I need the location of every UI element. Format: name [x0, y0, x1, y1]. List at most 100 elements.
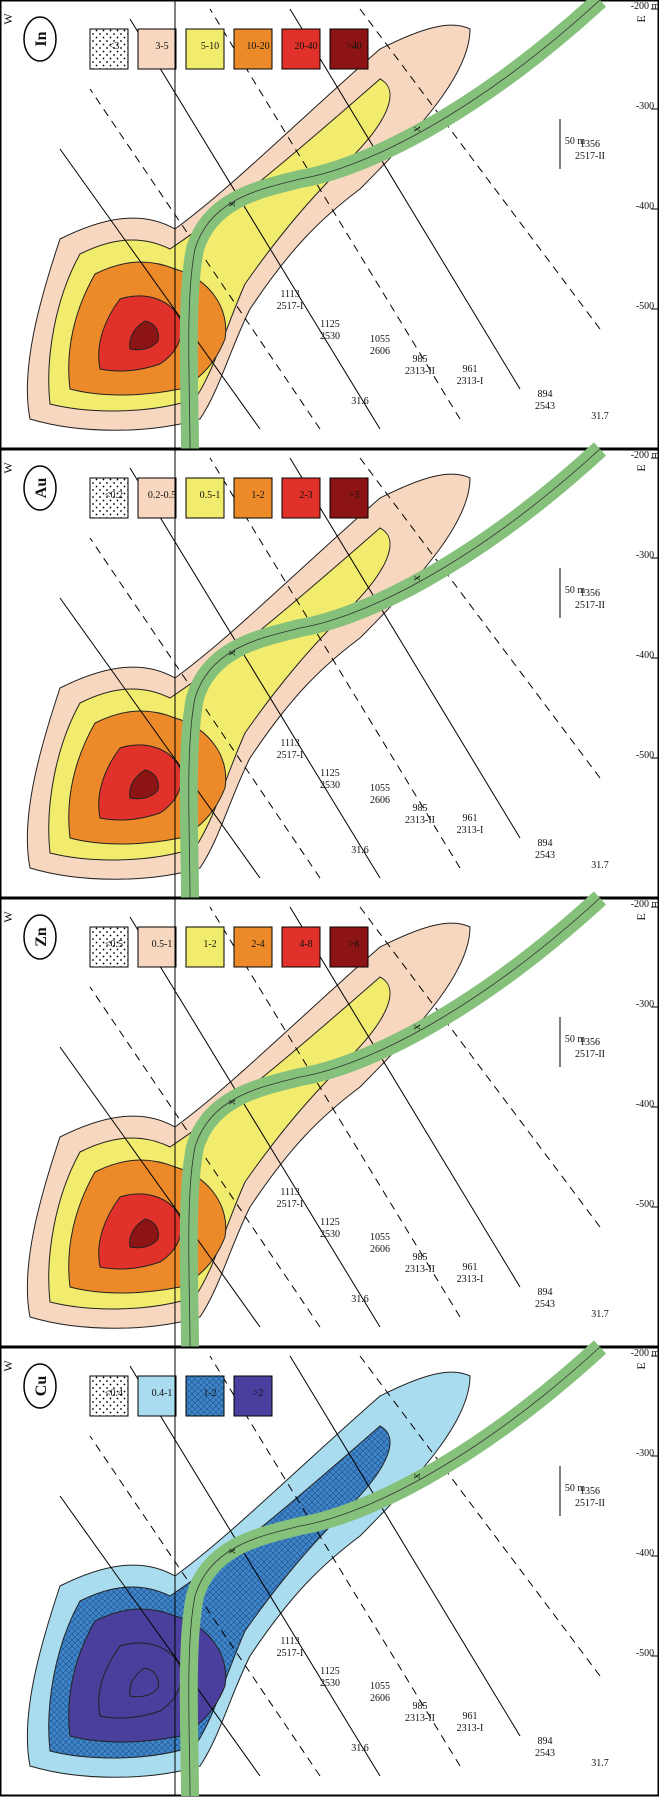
drill-hole-name: 2313-II	[405, 815, 435, 826]
depth-label: -500	[636, 301, 654, 312]
legend-label: 10-20	[246, 41, 269, 52]
drill-hole-name: 2543	[535, 1299, 555, 1310]
drill-hole-line	[289, 457, 521, 839]
dyke-edge	[188, 0, 601, 450]
drill-hole-name: 2517-II	[575, 1498, 605, 1509]
drill-hole-depth: 985	[413, 1701, 428, 1712]
drill-hole-depth: 1113	[280, 1187, 299, 1198]
legend-label: >3	[349, 490, 360, 501]
drill-hole-depth: 894	[538, 1736, 553, 1747]
depth-label: -300	[636, 1448, 654, 1459]
ore-body-peak	[129, 320, 159, 351]
legend-label: 2-3	[299, 490, 312, 501]
depth-label: -400	[636, 650, 654, 661]
drill-hole-line	[59, 148, 261, 430]
legend-label: 0.5-1	[200, 490, 221, 501]
drill-hole-line	[289, 906, 521, 1288]
west-label: W	[1, 462, 15, 474]
drill-hole-depth: 961	[463, 1262, 478, 1273]
dyke-edge	[188, 448, 601, 899]
west-label: W	[1, 1360, 15, 1372]
element-badge	[23, 1363, 57, 1409]
fault-marker: x	[409, 575, 423, 581]
drill-hole-name: 2313-I	[457, 376, 484, 387]
drill-hole-depth: 1055	[370, 334, 390, 345]
legend-swatch	[89, 28, 129, 70]
drill-hole-depth: 1356	[580, 1037, 600, 1048]
legend-label: >40	[346, 41, 362, 52]
drill-hole-line	[129, 467, 381, 879]
drill-hole-name: 2313-II	[405, 1264, 435, 1275]
drill-hole-name: 31.6	[351, 845, 369, 856]
legend-swatch	[185, 477, 225, 519]
legend-swatch	[137, 926, 177, 968]
drill-hole-name: 31.6	[351, 1743, 369, 1754]
west-label: W	[1, 13, 15, 25]
dyke-edge	[188, 1346, 601, 1797]
depth-label: -400	[636, 1548, 654, 1559]
drill-hole-line	[129, 1365, 381, 1777]
drill-hole-depth: 1125	[320, 319, 340, 330]
legend-swatch	[233, 1375, 273, 1417]
dyke-edge	[188, 897, 601, 1348]
drill-hole-line	[129, 18, 381, 430]
drill-hole-depth: 1113	[280, 738, 299, 749]
drill-hole-depth: 1055	[370, 1232, 390, 1243]
legend-label: 1-2	[251, 490, 264, 501]
drill-hole-depth: 961	[463, 813, 478, 824]
depth-label: -400	[636, 201, 654, 212]
legend-swatch	[137, 28, 177, 70]
drill-hole-depth: 1055	[370, 783, 390, 794]
drill-hole-name: 2517-I	[277, 1199, 304, 1210]
legend-swatch	[185, 28, 225, 70]
drill-hole-name: 31.7	[591, 1758, 609, 1769]
ore-body-peak	[129, 1218, 159, 1249]
depth-label: -400	[636, 1099, 654, 1110]
drill-hole-name: 31.7	[591, 860, 609, 871]
drill-hole-line	[209, 1355, 461, 1767]
east-label: E	[634, 464, 648, 471]
legend-swatch	[281, 477, 321, 519]
legend-swatch	[329, 28, 369, 70]
drill-hole-name: 2530	[320, 780, 340, 791]
drill-hole-line	[359, 906, 601, 1228]
drill-hole-line	[289, 8, 521, 390]
legend-label: 0.2-0.5	[148, 490, 176, 501]
drill-hole-name: 2313-I	[457, 1723, 484, 1734]
legend-label: <0.2	[105, 490, 123, 501]
legend-label: 4-8	[299, 939, 312, 950]
legend-swatch	[233, 477, 273, 519]
legend-swatch	[137, 477, 177, 519]
legend-label: 5-10	[201, 41, 219, 52]
drill-hole-line	[89, 986, 321, 1328]
fault-marker: x	[224, 201, 238, 207]
drill-hole-line	[209, 457, 461, 869]
drill-hole-name: 2313-II	[405, 1713, 435, 1724]
legend-label: >2	[253, 1388, 264, 1399]
legend-swatch	[329, 477, 369, 519]
drill-hole-line	[359, 1355, 601, 1677]
drill-hole-name: 2517-I	[277, 301, 304, 312]
element-label: Zn	[33, 927, 50, 947]
scale-label: 50 m	[565, 585, 586, 596]
legend-swatch	[329, 926, 369, 968]
drill-hole-name: 2517-I	[277, 750, 304, 761]
legend-swatch	[185, 1375, 225, 1417]
drill-hole-name: 2313-I	[457, 1274, 484, 1285]
drill-hole-depth: 1125	[320, 768, 340, 779]
west-label: W	[1, 911, 15, 923]
element-label: Cu	[33, 1376, 50, 1397]
drill-hole-name: 2530	[320, 1678, 340, 1689]
drill-hole-depth: 985	[413, 1252, 428, 1263]
drill-hole-name: 2543	[535, 850, 555, 861]
drill-hole-name: 2517-I	[277, 1648, 304, 1659]
scale-label: 50 m	[565, 1034, 586, 1045]
scale-label: 50 m	[565, 1483, 586, 1494]
legend-label: 3-5	[155, 41, 168, 52]
drill-hole-name: 2606	[370, 1244, 390, 1255]
element-badge	[23, 16, 57, 62]
drill-hole-depth: 894	[538, 389, 553, 400]
drill-hole-name: 2606	[370, 346, 390, 357]
drill-hole-name: 2543	[535, 1748, 555, 1759]
